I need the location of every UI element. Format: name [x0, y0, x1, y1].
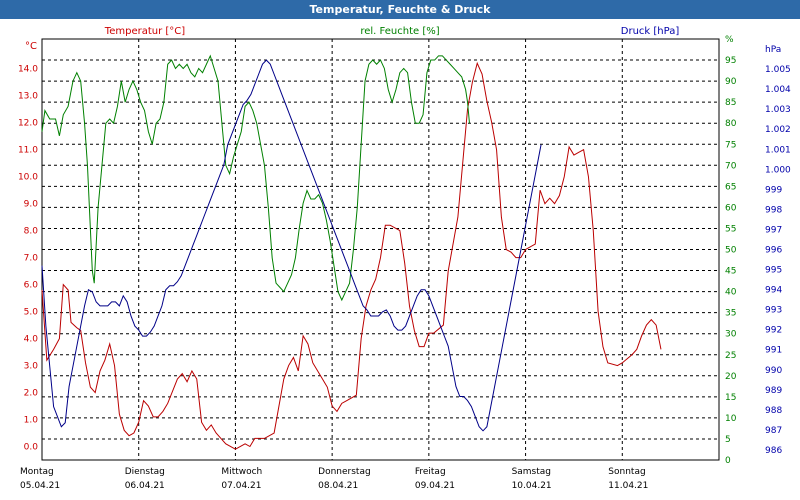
temp-tick-label: 8.0: [24, 227, 39, 237]
humidity-tick-label: 50: [725, 246, 737, 256]
temp-tick-label: 1.0: [24, 416, 39, 426]
pressure-tick-label: 1.000: [765, 165, 791, 175]
pressure-tick-label: 1.005: [765, 65, 791, 75]
pressure-tick-label: 986: [765, 446, 782, 456]
humidity-tick-label: 75: [725, 140, 736, 150]
humidity-tick-label: %: [725, 35, 734, 45]
humidity-tick-label: 30: [725, 330, 737, 340]
day-date-label: 09.04.21: [415, 481, 455, 491]
pressure-tick-label: 990: [765, 366, 782, 376]
pressure-tick-label: 999: [765, 185, 782, 195]
day-name-label: Mittwoch: [221, 467, 262, 477]
series-line-temperature: [41, 61, 662, 450]
series-layer: [41, 54, 662, 450]
day-name-label: Freitag: [415, 467, 446, 477]
temp-tick-label: 4.0: [24, 335, 39, 345]
pressure-tick-label: 1.003: [765, 105, 791, 115]
temp-tick-label: 3.0: [24, 362, 39, 372]
pressure-tick-label: 1.001: [765, 145, 791, 155]
temp-tick-label: 13.0: [18, 92, 38, 102]
day-date-label: 06.04.21: [125, 481, 165, 491]
humidity-tick-label: 95: [725, 56, 736, 66]
pressure-tick-label: hPa: [765, 45, 781, 55]
temp-tick-label: 6.0: [24, 281, 39, 291]
day-name-label: Donnerstag: [318, 467, 371, 477]
humidity-tick-label: 85: [725, 98, 736, 108]
day-name-label: Sonntag: [608, 467, 645, 477]
humidity-tick-label: 45: [725, 267, 736, 277]
pressure-tick-label: 995: [765, 266, 782, 276]
humidity-tick-label: 35: [725, 309, 736, 319]
day-date-label: 11.04.21: [608, 481, 648, 491]
temp-tick-label: 9.0: [24, 200, 39, 210]
pressure-tick-label: 991: [765, 346, 782, 356]
temp-tick-label: 7.0: [24, 254, 39, 264]
humidity-tick-label: 25: [725, 351, 736, 361]
temp-tick-label: 5.0: [24, 308, 39, 318]
legend-pressure: Druck [hPa]: [621, 26, 680, 37]
pressure-tick-label: 989: [765, 386, 782, 396]
humidity-tick-label: 15: [725, 393, 736, 403]
humidity-tick-label: 90: [725, 77, 737, 87]
pressure-tick-label: 998: [765, 205, 782, 215]
humidity-tick-label: 10: [725, 414, 737, 424]
pressure-tick-label: 997: [765, 225, 782, 235]
day-name-label: Dienstag: [125, 467, 165, 477]
pressure-tick-label: 993: [765, 306, 782, 316]
legend-humidity: rel. Feuchte [%]: [360, 26, 439, 37]
humidity-tick-label: 0: [725, 456, 731, 466]
series-line-pressure: [41, 59, 542, 432]
temp-tick-label: 2.0: [24, 389, 39, 399]
pressure-tick-label: 987: [765, 426, 782, 436]
humidity-tick-label: 20: [725, 372, 737, 382]
temp-tick-label: 14.0: [18, 65, 38, 75]
series-line-humidity: [41, 54, 470, 302]
humidity-tick-label: 40: [725, 288, 737, 298]
day-date-label: 08.04.21: [318, 481, 358, 491]
humidity-tick-label: 70: [725, 161, 737, 171]
pressure-tick-label: 996: [765, 246, 782, 256]
chart-canvas: 0.0 1.0 2.0 3.0 4.0 5.0 6.0 7.0 8.0 9.0 10.0 11.0 12…: [18, 26, 791, 491]
temp-tick-label: 0.0: [24, 443, 39, 453]
temp-tick-label: 11.0: [18, 146, 38, 156]
pressure-tick-label: 988: [765, 406, 782, 416]
legend-temperature: Temperatur [°C]: [104, 26, 185, 37]
temp-tick-label: 12.0: [18, 119, 38, 129]
humidity-tick-label: 80: [725, 119, 737, 129]
chart-title: Temperatur, Feuchte & Druck: [0, 0, 800, 19]
day-date-label: 10.04.21: [512, 481, 552, 491]
humidity-tick-label: 65: [725, 182, 736, 192]
pressure-tick-label: 1.004: [765, 85, 791, 95]
humidity-tick-label: 60: [725, 203, 737, 213]
pressure-tick-label: 1.002: [765, 125, 791, 135]
humidity-tick-label: 55: [725, 224, 736, 234]
day-date-label: 07.04.21: [221, 481, 261, 491]
day-name-label: Samstag: [512, 467, 551, 477]
axis-labels: 0.0 1.0 2.0 3.0 4.0 5.0 6.0 7.0 8.0 9.0 10.0 11.0 12…: [18, 35, 791, 491]
temp-unit-label: °C: [25, 41, 37, 52]
temp-tick-label: 10.0: [18, 173, 38, 183]
pressure-tick-label: 992: [765, 326, 782, 336]
day-name-label: Montag: [20, 467, 54, 477]
humidity-tick-label: 5: [725, 435, 731, 445]
pressure-tick-label: 994: [765, 286, 782, 296]
day-date-label: 05.04.21: [20, 481, 60, 491]
